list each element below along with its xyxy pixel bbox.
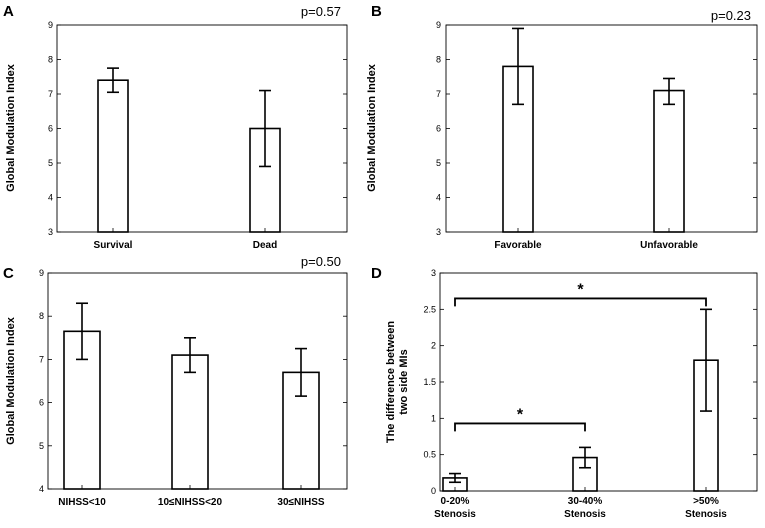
- y-tick-label: 3: [431, 268, 436, 278]
- y-tick-label: 1.5: [423, 377, 436, 387]
- panel-c: Cp=0.50 4 5 6 7 8 9 Global Modulation Index NIHS…: [3, 254, 348, 508]
- y-tick-label: 4: [436, 193, 441, 203]
- x-tick-label: 10≤NIHSS<20: [158, 497, 223, 508]
- y-axis-label: Global Modulation Index: [366, 63, 378, 192]
- x-tick-label: Dead: [253, 240, 277, 251]
- p-value: p=0.23: [711, 8, 751, 23]
- bar: [653, 89, 685, 233]
- y-tick-label: 5: [48, 158, 53, 168]
- y-tick-label: 8: [39, 311, 44, 321]
- y-tick-label: 5: [436, 158, 441, 168]
- y-tick-label: 4: [48, 193, 53, 203]
- panel-label: D: [371, 265, 382, 282]
- y-tick-label: 9: [39, 268, 44, 278]
- y-tick-label: 9: [48, 20, 53, 30]
- significance-bracket: [454, 422, 586, 432]
- y-tick-label: 2: [431, 341, 436, 351]
- y-tick-label: 6: [48, 124, 53, 134]
- y-tick-label: 8: [436, 55, 441, 65]
- y-tick-label: 4: [39, 484, 44, 494]
- x-tick-label: Favorable: [494, 240, 542, 251]
- y-tick-label: 8: [48, 55, 53, 65]
- y-tick-label: 2.5: [423, 304, 436, 314]
- y-axis-label: two side MIs: [398, 349, 410, 414]
- y-tick-label: 3: [48, 227, 53, 237]
- significance-star: *: [517, 406, 524, 423]
- y-tick-label: 6: [436, 124, 441, 134]
- y-tick-label: 3: [436, 227, 441, 237]
- plot-frame: [445, 24, 758, 233]
- panel-label: A: [3, 3, 14, 20]
- y-tick-label: 7: [436, 89, 441, 99]
- significance-bracket: [454, 297, 707, 307]
- y-tick-label: 5: [39, 441, 44, 451]
- y-axis-label: Global Modulation Index: [5, 63, 17, 192]
- panel-label: C: [3, 265, 14, 282]
- bar: [171, 354, 209, 490]
- x-tick-label: Stenosis: [685, 509, 727, 520]
- y-axis-label: The difference between: [385, 321, 397, 444]
- y-tick-label: 9: [436, 20, 441, 30]
- p-value: p=0.50: [301, 254, 341, 269]
- y-tick-label: 0.5: [423, 450, 436, 460]
- x-tick-label: 0-20%: [441, 496, 470, 507]
- y-tick-label: 0: [431, 486, 436, 496]
- x-tick-label: Unfavorable: [640, 240, 698, 251]
- x-tick-label: 30≤NIHSS: [277, 497, 325, 508]
- x-tick-label: Survival: [94, 240, 133, 251]
- y-tick-label: 1: [431, 413, 436, 423]
- p-value: p=0.57: [301, 4, 341, 19]
- x-tick-label: Stenosis: [434, 509, 476, 520]
- y-tick-label: 7: [48, 89, 53, 99]
- x-tick-label: 30-40%: [568, 496, 603, 507]
- y-tick-label: 7: [39, 354, 44, 364]
- significance-star: *: [577, 281, 584, 298]
- x-tick-label: NIHSS<10: [58, 497, 106, 508]
- panel-label: B: [371, 3, 382, 20]
- bar: [97, 79, 129, 233]
- x-tick-label: Stenosis: [564, 509, 606, 520]
- y-tick-label: 6: [39, 398, 44, 408]
- x-tick-label: >50%: [693, 496, 719, 507]
- panel-d: D 0 0.5 1 1.5 2 2.5 3 The difference between two …: [371, 265, 758, 520]
- y-axis-label: Global Modulation Index: [5, 316, 17, 445]
